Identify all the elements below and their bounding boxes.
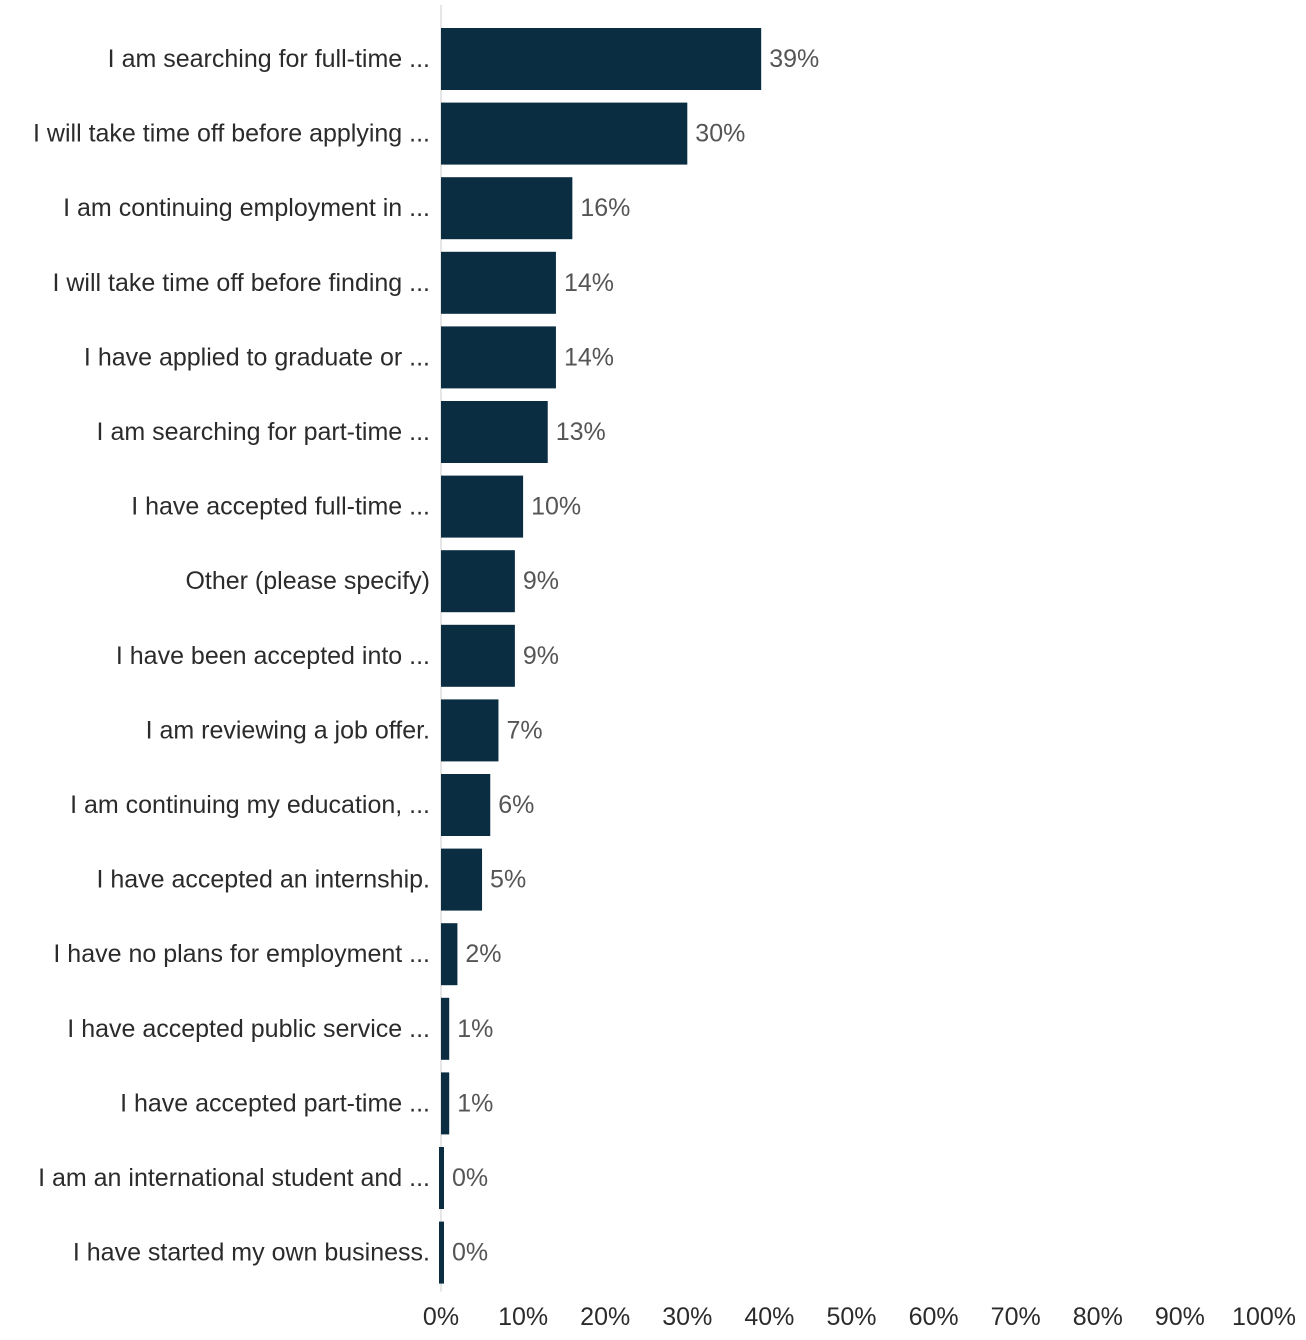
x-tick-label: 80% — [1073, 1303, 1123, 1331]
category-label: I am reviewing a job offer. — [146, 716, 430, 744]
category-label: Other (please specify) — [185, 567, 430, 595]
value-label: 0% — [452, 1239, 488, 1267]
category-label: I will take time off before finding ... — [52, 269, 430, 297]
bar — [441, 326, 556, 389]
value-label: 30% — [695, 120, 745, 148]
bar — [441, 848, 483, 911]
category-label: I have accepted an internship. — [96, 866, 430, 894]
value-label: 10% — [531, 493, 581, 521]
category-label: I have started my own business. — [73, 1239, 430, 1267]
category-label: I will take time off before applying ... — [33, 120, 430, 148]
x-tick-label: 50% — [826, 1303, 876, 1331]
category-label: I have accepted part-time ... — [120, 1089, 430, 1117]
bar — [441, 251, 556, 314]
x-tick-label: 100% — [1232, 1303, 1296, 1331]
bar — [441, 177, 573, 240]
bar — [441, 550, 515, 613]
value-label: 0% — [452, 1164, 488, 1192]
x-tick-label: 90% — [1155, 1303, 1205, 1331]
category-label: I am searching for full-time ... — [108, 45, 430, 73]
value-label: 6% — [498, 791, 534, 819]
x-tick-label: 70% — [991, 1303, 1041, 1331]
value-label: 39% — [769, 45, 819, 73]
bar — [441, 624, 515, 687]
category-label: I am continuing employment in ... — [63, 194, 430, 222]
category-label: I have applied to graduate or ... — [84, 343, 430, 371]
x-tick-label: 60% — [909, 1303, 959, 1331]
category-label: I am searching for part-time ... — [97, 418, 430, 446]
bar — [441, 401, 548, 463]
category-label: I have been accepted into ... — [116, 642, 430, 670]
bar — [441, 1072, 450, 1135]
category-label: I have accepted full-time ... — [131, 493, 430, 521]
value-label: 1% — [457, 1089, 493, 1117]
value-label: 9% — [523, 642, 559, 670]
bar — [441, 774, 491, 836]
category-label: I have no plans for employment ... — [53, 940, 430, 968]
value-label: 9% — [523, 567, 559, 595]
bar — [441, 699, 499, 762]
value-label: 13% — [556, 418, 606, 446]
value-label: 14% — [564, 343, 614, 371]
bar — [441, 475, 524, 538]
value-label: 1% — [457, 1015, 493, 1043]
bar — [439, 1147, 444, 1209]
x-tick-label: 10% — [498, 1303, 548, 1331]
x-tick-label: 30% — [662, 1303, 712, 1331]
x-tick-label: 0% — [423, 1303, 459, 1331]
x-tick-label: 40% — [744, 1303, 794, 1331]
bar — [439, 1221, 444, 1284]
bar — [441, 28, 762, 90]
category-label: I am an international student and ... — [38, 1164, 430, 1192]
category-label: I am continuing my education, ... — [70, 791, 430, 819]
x-tick-label: 20% — [580, 1303, 630, 1331]
bar — [441, 102, 688, 165]
bar — [441, 997, 450, 1060]
value-label: 5% — [490, 866, 526, 894]
value-label: 14% — [564, 269, 614, 297]
category-label: I have accepted public service ... — [67, 1015, 430, 1043]
bar — [441, 923, 458, 986]
value-label: 16% — [580, 194, 630, 222]
value-label: 7% — [506, 716, 542, 744]
value-label: 2% — [465, 940, 501, 968]
